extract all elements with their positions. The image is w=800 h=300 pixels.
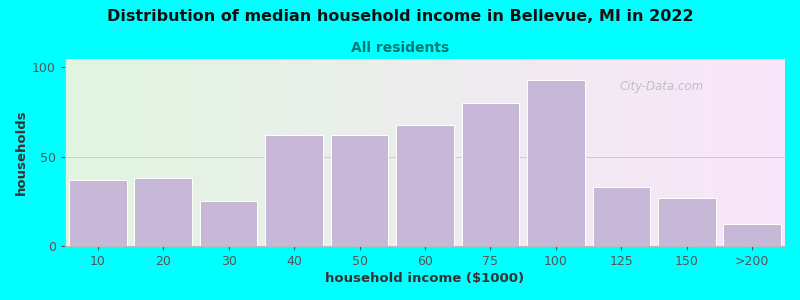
Bar bbox=[266, 135, 323, 246]
Bar bbox=[462, 103, 519, 246]
Bar bbox=[330, 135, 388, 246]
Bar bbox=[658, 198, 716, 246]
Text: Distribution of median household income in Bellevue, MI in 2022: Distribution of median household income … bbox=[106, 9, 694, 24]
X-axis label: household income ($1000): household income ($1000) bbox=[326, 272, 525, 285]
Y-axis label: households: households bbox=[15, 109, 28, 195]
Text: City-Data.com: City-Data.com bbox=[619, 80, 703, 93]
Bar bbox=[69, 180, 126, 246]
Text: All residents: All residents bbox=[351, 40, 449, 55]
Bar bbox=[723, 224, 781, 246]
Bar bbox=[527, 80, 585, 246]
Bar bbox=[200, 201, 258, 246]
Bar bbox=[593, 187, 650, 246]
Bar bbox=[396, 124, 454, 246]
Bar bbox=[134, 178, 192, 246]
